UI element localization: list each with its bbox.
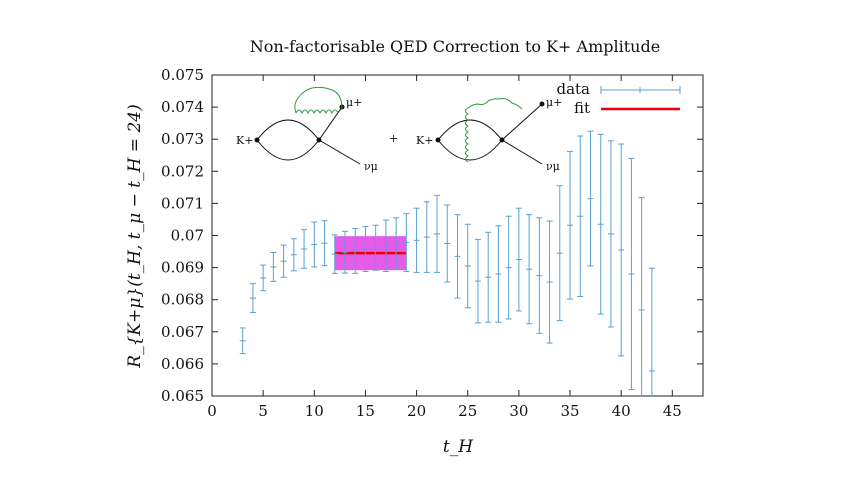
data-point [638, 197, 645, 396]
data-point [648, 267, 655, 396]
legend-fit-label: fit [574, 99, 590, 117]
y-axis: 0.065 0.066 0.067 0.068 0.069 0.07 0.071 0.072 0… [161, 66, 703, 405]
x-tick-label: 10 [305, 402, 324, 420]
kaon-label-left: K+ [236, 134, 253, 147]
y-tick-label: 0.075 [161, 66, 204, 84]
data-point [485, 231, 492, 323]
data-series [239, 130, 655, 396]
x-tick-label: 0 [207, 402, 217, 420]
data-point [567, 150, 574, 300]
neutrino-label-left: νμ [364, 160, 378, 173]
x-tick-label: 20 [407, 402, 426, 420]
data-point [413, 207, 420, 273]
y-tick-label: 0.065 [161, 387, 204, 405]
plus-sign: + [389, 132, 398, 145]
x-tick-label: 40 [612, 402, 631, 420]
data-point [393, 217, 400, 270]
y-tick-label: 0.072 [161, 162, 204, 180]
data-point [454, 214, 461, 299]
feynman-diagram-left [254, 86, 361, 165]
data-point [239, 327, 246, 355]
x-tick-label: 25 [458, 402, 477, 420]
chart-title: Non-factorisable QED Correction to K+ Am… [250, 37, 660, 56]
data-point [556, 185, 563, 322]
data-point [597, 133, 604, 315]
y-tick-label: 0.067 [161, 323, 204, 341]
y-tick-label: 0.068 [161, 291, 204, 309]
x-axis: 0 5 10 15 20 25 30 35 40 45 [207, 75, 682, 420]
data-point [362, 226, 369, 272]
neutrino-label-right: νμ [546, 160, 560, 173]
data-point [382, 219, 389, 272]
data-point [607, 140, 614, 328]
data-point [618, 143, 625, 357]
data-point [474, 238, 481, 324]
data-point [372, 224, 379, 271]
kaon-label-right: K+ [416, 134, 433, 147]
data-point [321, 220, 328, 267]
data-point [515, 207, 522, 312]
data-point [526, 214, 533, 325]
data-point [505, 215, 512, 320]
data-point [260, 264, 267, 292]
y-tick-label: 0.069 [161, 259, 204, 277]
legend-data-label: data [556, 80, 590, 98]
data-point [301, 229, 308, 269]
data-point [546, 220, 553, 344]
data-point [280, 244, 287, 278]
data-point [628, 157, 635, 391]
x-tick-label: 30 [509, 402, 528, 420]
legend: data fit [556, 80, 681, 117]
x-tick-label: 45 [663, 402, 682, 420]
data-point [341, 230, 348, 274]
x-tick-label: 35 [560, 402, 579, 420]
data-point [311, 221, 318, 268]
muon-label-left: μ+ [346, 96, 362, 109]
x-axis-label: t_H [443, 437, 474, 457]
y-tick-label: 0.073 [161, 130, 204, 148]
y-tick-label: 0.071 [161, 194, 204, 212]
data-point [434, 194, 441, 273]
data-point [464, 223, 471, 309]
y-tick-label: 0.07 [171, 227, 204, 245]
data-point [423, 201, 430, 273]
muon-label-right: μ+ [546, 96, 562, 109]
y-axis-label: R_{K+μ}(t_H, t_μ − t_H = 24) [125, 104, 145, 368]
data-point [577, 135, 584, 297]
data-point [403, 213, 410, 272]
data-point [331, 234, 338, 274]
data-point [290, 238, 297, 272]
y-tick-label: 0.074 [161, 98, 204, 116]
data-point [587, 130, 594, 267]
x-tick-label: 5 [258, 402, 268, 420]
data-point [444, 204, 451, 283]
data-point [352, 227, 359, 274]
feynman-diagram-right [435, 98, 545, 165]
data-point [536, 217, 543, 334]
data-point [270, 252, 277, 282]
y-tick-label: 0.066 [161, 355, 204, 373]
data-point [249, 283, 256, 314]
data-point [495, 225, 502, 323]
x-tick-label: 15 [356, 402, 375, 420]
